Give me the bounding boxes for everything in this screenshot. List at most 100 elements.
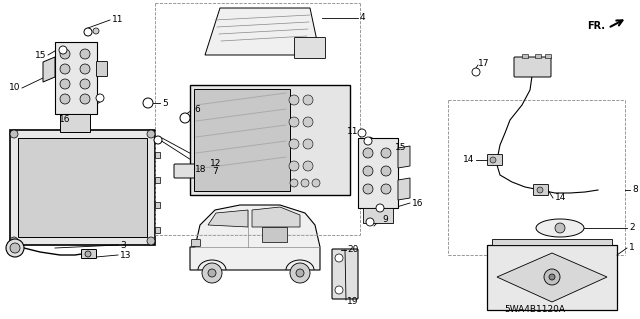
FancyBboxPatch shape — [174, 164, 206, 178]
FancyBboxPatch shape — [18, 138, 147, 237]
Text: 2: 2 — [629, 224, 635, 233]
FancyBboxPatch shape — [262, 227, 287, 242]
FancyBboxPatch shape — [514, 57, 551, 77]
FancyBboxPatch shape — [487, 245, 617, 310]
FancyBboxPatch shape — [81, 249, 97, 258]
Circle shape — [335, 254, 343, 262]
Circle shape — [301, 179, 309, 187]
Circle shape — [180, 113, 190, 123]
Circle shape — [10, 237, 18, 245]
Polygon shape — [205, 8, 320, 55]
Circle shape — [154, 136, 162, 144]
Circle shape — [147, 130, 155, 138]
Circle shape — [84, 28, 92, 36]
Polygon shape — [398, 146, 410, 168]
Polygon shape — [497, 253, 607, 302]
Circle shape — [537, 187, 543, 193]
FancyBboxPatch shape — [155, 202, 160, 208]
FancyBboxPatch shape — [294, 38, 326, 58]
Circle shape — [85, 251, 91, 257]
Text: 4: 4 — [360, 13, 365, 23]
Circle shape — [549, 274, 555, 280]
Circle shape — [93, 28, 99, 34]
Text: 8: 8 — [632, 186, 637, 195]
Circle shape — [296, 269, 304, 277]
Text: 16: 16 — [58, 115, 70, 124]
FancyBboxPatch shape — [155, 152, 160, 158]
FancyBboxPatch shape — [191, 240, 200, 247]
Ellipse shape — [536, 219, 584, 237]
Text: 15: 15 — [395, 144, 406, 152]
FancyBboxPatch shape — [534, 184, 548, 196]
Circle shape — [80, 79, 90, 89]
Text: 9: 9 — [382, 216, 388, 225]
FancyBboxPatch shape — [358, 138, 398, 208]
Circle shape — [303, 95, 313, 105]
Circle shape — [289, 139, 299, 149]
Text: FR.: FR. — [587, 21, 605, 31]
Text: 7: 7 — [212, 167, 218, 176]
Circle shape — [366, 218, 374, 226]
Text: 15: 15 — [35, 50, 46, 60]
Circle shape — [208, 269, 216, 277]
FancyBboxPatch shape — [155, 227, 160, 233]
Circle shape — [303, 161, 313, 171]
Circle shape — [80, 64, 90, 74]
Circle shape — [303, 117, 313, 127]
Text: 20: 20 — [347, 246, 358, 255]
Text: 11: 11 — [112, 16, 124, 25]
Circle shape — [80, 49, 90, 59]
Text: 14: 14 — [463, 155, 474, 165]
Text: 5: 5 — [162, 99, 168, 108]
FancyBboxPatch shape — [155, 177, 160, 183]
FancyBboxPatch shape — [545, 54, 551, 58]
Circle shape — [364, 137, 372, 145]
FancyBboxPatch shape — [535, 54, 541, 58]
Circle shape — [381, 166, 391, 176]
Text: 3: 3 — [120, 241, 125, 249]
Polygon shape — [398, 178, 410, 200]
Circle shape — [289, 117, 299, 127]
Polygon shape — [363, 208, 393, 223]
Text: 13: 13 — [120, 250, 131, 259]
Circle shape — [544, 269, 560, 285]
Circle shape — [6, 239, 24, 257]
Polygon shape — [43, 57, 55, 82]
Circle shape — [335, 286, 343, 294]
Circle shape — [59, 46, 67, 54]
Circle shape — [60, 64, 70, 74]
Polygon shape — [252, 207, 300, 227]
Text: 16: 16 — [412, 198, 424, 207]
Circle shape — [376, 204, 384, 212]
Circle shape — [555, 223, 565, 233]
Circle shape — [303, 139, 313, 149]
FancyBboxPatch shape — [97, 62, 108, 77]
Circle shape — [381, 148, 391, 158]
FancyBboxPatch shape — [55, 42, 97, 114]
Text: 6: 6 — [194, 106, 200, 115]
Text: 11: 11 — [346, 127, 358, 136]
FancyBboxPatch shape — [522, 54, 528, 58]
Circle shape — [289, 161, 299, 171]
Circle shape — [96, 94, 104, 102]
Circle shape — [490, 157, 496, 163]
Circle shape — [60, 49, 70, 59]
FancyBboxPatch shape — [488, 154, 502, 166]
Polygon shape — [190, 205, 320, 270]
Circle shape — [290, 179, 298, 187]
Circle shape — [289, 95, 299, 105]
Circle shape — [143, 98, 153, 108]
FancyBboxPatch shape — [492, 239, 612, 245]
Circle shape — [363, 166, 373, 176]
Circle shape — [60, 79, 70, 89]
Polygon shape — [208, 210, 248, 227]
Circle shape — [202, 263, 222, 283]
FancyBboxPatch shape — [10, 130, 155, 245]
FancyBboxPatch shape — [194, 89, 290, 191]
Circle shape — [10, 243, 20, 253]
Circle shape — [363, 184, 373, 194]
Circle shape — [381, 184, 391, 194]
Text: 5WA4B1120A: 5WA4B1120A — [504, 306, 566, 315]
Circle shape — [80, 94, 90, 104]
Circle shape — [147, 237, 155, 245]
